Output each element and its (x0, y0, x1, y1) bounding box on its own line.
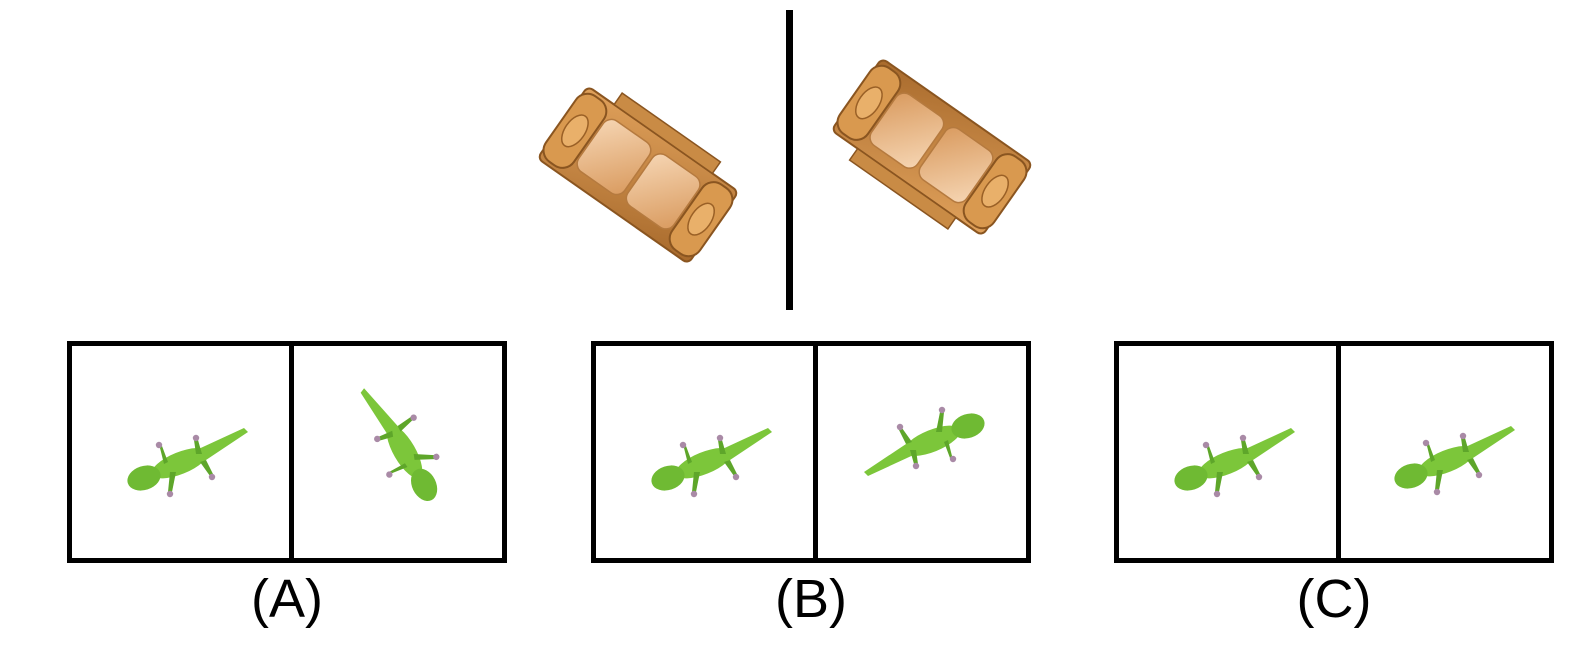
lizard-icon (864, 406, 988, 476)
lizard-icon (124, 428, 248, 498)
reference-divider (786, 10, 793, 310)
option-b-divider (813, 346, 818, 558)
option-a-left-image (72, 346, 287, 558)
option-a-panel[interactable] (67, 341, 507, 563)
lizard-icon (360, 379, 446, 512)
option-c-left-image (1119, 346, 1334, 558)
option-a-divider (289, 346, 294, 558)
option-b-label[interactable]: (B) (775, 569, 847, 629)
option-a-label[interactable]: (A) (251, 569, 323, 629)
option-c-right-image (1341, 346, 1556, 558)
lizard-icon (1171, 428, 1295, 498)
option-b-panel[interactable] (591, 341, 1031, 563)
lizard-icon (1391, 426, 1515, 496)
sofa-icon (820, 56, 1036, 245)
option-c-panel[interactable] (1114, 341, 1554, 563)
sofa-icon (534, 80, 750, 266)
option-c-divider (1336, 346, 1341, 558)
option-b-right-image (818, 346, 1033, 558)
lizard-icon (648, 428, 772, 498)
option-b-left-image (596, 346, 811, 558)
reference-left-image (520, 80, 750, 270)
option-c-label[interactable]: (C) (1296, 569, 1372, 629)
reference-right-image (820, 55, 1050, 245)
option-a-right-image (294, 346, 509, 558)
